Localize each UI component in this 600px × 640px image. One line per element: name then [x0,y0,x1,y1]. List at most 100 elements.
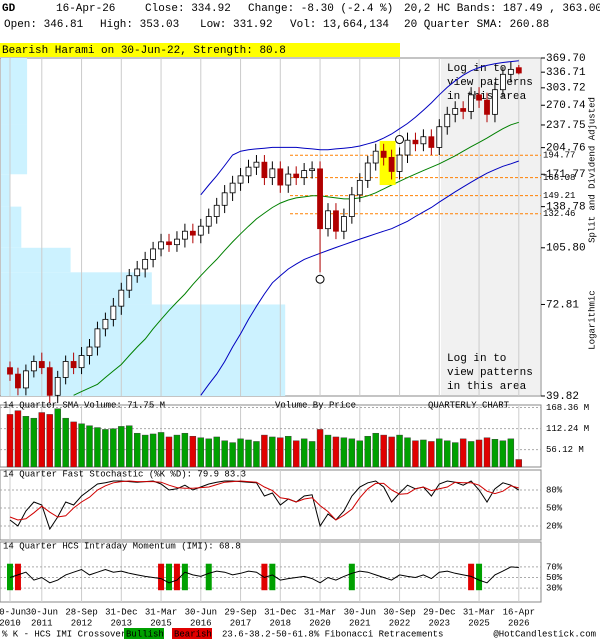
volume-bar [149,433,157,468]
imi-line [9,566,519,584]
symbol: GD [2,3,16,15]
candle-body [126,275,133,291]
volume-bar [86,425,93,468]
volume-bar [46,414,53,468]
volume-by-price-bar [1,174,10,207]
volume-bar [285,435,292,468]
panel-title: 14 Quarter Fast Stochastic (%K %D): 79.9… [3,469,246,479]
candle-body [356,179,363,196]
x-tick-label: 31-Dec [264,607,296,617]
y-tick-label: 56.12 M [546,445,584,455]
y-tick-label: 204.76 [546,143,586,155]
pattern-marker [315,274,325,284]
candle-body [348,194,355,217]
volume-bar [173,434,181,468]
y-tick-label: 168.36 M [546,403,589,413]
volume-bar [245,439,252,468]
open: Open: 346.81 [4,19,84,31]
candle-body [94,328,101,348]
stochastic-line [9,480,519,521]
candle-body [285,173,292,186]
candle-body [293,173,300,179]
change: Change: -8.30 (-2.4 %) [248,3,393,15]
scale-note: Logarithmic [587,290,597,349]
candle-body [309,168,316,171]
candle-body [54,377,61,396]
volume-bar [412,440,419,468]
y-tick-label: 237.75 [546,120,586,132]
volume-bar [436,438,443,468]
candle-body [253,161,260,168]
locked-notice: in this area [447,381,527,393]
crossover-bar [205,563,212,591]
y-tick-label: 105.80 [546,243,586,255]
candle-body [142,258,149,270]
x-tick-label: 2026 [508,618,530,628]
crossover-bar [348,563,355,591]
y-tick-label: 50% [546,573,563,583]
candle-body [380,150,387,158]
volume-bar [348,438,356,468]
volume-bar [54,408,61,468]
locked-notice: view patterns [447,77,533,89]
candle-body [150,248,157,260]
volume-bar [141,434,149,468]
candle-body [484,99,490,115]
crossover-bar [468,563,475,591]
stochastic-line [9,480,520,531]
date: 16-Apr-26 [56,3,115,15]
y-tick-label: 303.72 [546,83,586,95]
x-tick-label: 2023 [428,618,450,628]
band-upper [200,60,519,196]
x-tick-label: 28-Sep [65,607,97,617]
volume-bar [507,438,515,468]
candle-body [412,139,419,145]
x-tick-label: 30-Jun [26,607,58,617]
volume-bar [388,436,395,468]
volume-bar [110,428,117,468]
volume-by-price-bar [1,58,28,125]
candle-body [396,154,403,172]
volume-bar [332,436,340,468]
x-tick-label: 2015 [150,618,172,628]
x-tick-label: 2010 [0,618,21,628]
crossover-bar [173,563,180,591]
candle-body [7,367,13,375]
y-tick-label: 112.24 M [546,424,589,434]
locked-notice: Log in to [447,353,506,365]
volume-bar [483,437,491,468]
fib-label: 132.46 [543,209,575,219]
volume-bar [372,432,379,468]
x-tick-label: 31-Dec [105,607,137,617]
candle-body [388,156,395,172]
candle-body [364,162,371,181]
x-tick-label: 2017 [230,618,252,628]
candle-body [277,168,284,186]
annotation-banner [0,43,400,57]
candle-body [261,161,268,179]
candle-body [30,361,37,372]
legend-entry: 20 Quarter SMA: 260.88 [404,19,549,31]
candle-body [15,373,21,389]
candle-body [340,216,347,232]
crossover-bar [476,563,483,591]
x-tick-label: 2016 [190,618,212,628]
crossover-bar [7,563,13,591]
x-tick-label: 2013 [110,618,132,628]
volume-bar [165,436,173,468]
candle-body [110,305,117,320]
candle-body [444,113,451,128]
fib-legend: 23.6-38.2-50-61.8% Fibonacci Retracement… [222,629,443,639]
volume-bar [420,439,427,468]
volume-by-price-bar [1,206,22,248]
volume-bar [269,436,276,468]
candle-body [38,361,45,369]
volume-bar [277,437,284,468]
volume-bar [102,429,109,468]
candle-body [333,210,339,232]
volume-bar [22,416,30,468]
volume-bar [237,438,244,468]
volume-bar [181,432,189,468]
candle-body [86,346,93,356]
